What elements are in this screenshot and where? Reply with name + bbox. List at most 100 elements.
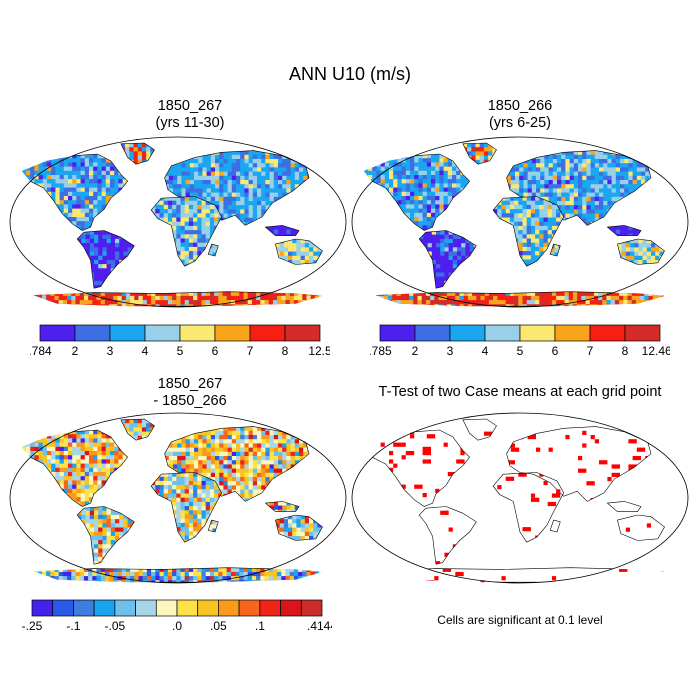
grid-cell: [219, 426, 224, 432]
grid-cell: [226, 295, 232, 301]
grid-cell: [651, 247, 656, 252]
grid-cell: [80, 200, 86, 205]
grid-cell: [551, 217, 557, 223]
grid-cell: [422, 208, 428, 214]
grid-cell: [443, 187, 449, 193]
grid-cell: [548, 180, 554, 185]
grid-cell: [526, 225, 532, 231]
grid-cell: [413, 295, 418, 301]
grid-cell: [535, 209, 540, 214]
grid-cell: [47, 446, 52, 452]
grid-cell: [526, 259, 532, 265]
grid-cell: [102, 251, 107, 257]
grid-cell: [505, 304, 511, 307]
grid-cell: [243, 295, 249, 301]
grid-cell: [89, 170, 94, 176]
grid-cell: [72, 208, 77, 214]
grid-cell: [530, 221, 536, 227]
grid-cell: [380, 166, 386, 172]
grid-cell: [442, 300, 448, 305]
grid-cell: [98, 243, 103, 248]
grid-cell: [426, 175, 432, 180]
grid-cell: [594, 163, 600, 168]
grid-cell: [181, 171, 186, 177]
grid-cell: [243, 304, 249, 307]
grid-cell: [80, 484, 86, 490]
grid-cell: [397, 154, 402, 159]
grid-cell: [303, 154, 308, 160]
grid-cell: [76, 212, 81, 218]
grid-cell: [552, 180, 558, 185]
grid-cell: [535, 251, 540, 256]
grid-cell: [42, 430, 48, 435]
grid-cell: [155, 291, 160, 297]
grid-cell: [106, 230, 112, 236]
grid-cell: [304, 239, 310, 244]
grid-cell: [193, 251, 198, 256]
grid-cell: [530, 234, 536, 239]
grid-cell: [63, 204, 69, 209]
grid-cell: [261, 192, 266, 198]
grid-cell: [552, 175, 558, 181]
grid-cell: [110, 251, 116, 257]
grid-cell: [501, 300, 507, 305]
grid-cell: [278, 159, 283, 164]
grid-cell: [84, 212, 90, 218]
grid-cell: [282, 171, 287, 177]
grid-cell: [535, 213, 540, 218]
grid-cell: [607, 163, 612, 168]
grid-cell: [539, 200, 544, 206]
grid-cell: [578, 213, 583, 219]
grid-cell: [89, 166, 94, 172]
grid-cell: [97, 480, 102, 485]
grid-cell: [314, 295, 320, 301]
grid-cell: [265, 154, 270, 160]
grid-cell: [68, 476, 73, 481]
grid-cell: [59, 455, 65, 460]
grid-cell: [475, 151, 481, 156]
grid-cell: [522, 200, 528, 206]
grid-cell: [173, 175, 178, 181]
grid-cell: [388, 304, 393, 307]
grid-cell: [410, 162, 415, 167]
grid-cell: [201, 209, 207, 214]
grid-cell: [417, 304, 423, 307]
grid-cell: [75, 304, 81, 307]
grid-cell: [180, 295, 186, 301]
grid-cell: [30, 175, 35, 180]
grid-cell: [569, 167, 575, 172]
grid-cell: [63, 208, 69, 214]
grid-cell: [97, 170, 102, 176]
grid-cell: [277, 295, 282, 301]
grid-cell: [431, 158, 436, 163]
grid-cell: [659, 251, 664, 257]
grid-cell: [578, 205, 583, 210]
grid-cell: [106, 251, 112, 257]
grid-cell: [518, 225, 523, 231]
grid-cell: [210, 188, 216, 193]
grid-cell: [414, 217, 419, 222]
grid-cell: [180, 255, 186, 260]
grid-cell: [123, 514, 128, 520]
grid-cell: [119, 238, 124, 244]
grid-cell: [222, 291, 228, 297]
grid-cell: [193, 196, 198, 202]
grid-cell: [431, 259, 437, 265]
grid-cell: [89, 208, 94, 214]
grid-cell: [243, 291, 249, 297]
grid-cell: [133, 159, 139, 165]
grid-cell: [240, 167, 245, 172]
grid-cell: [527, 180, 533, 185]
grid-cell: [296, 260, 301, 265]
grid-cell: [471, 151, 476, 156]
grid-cell: [80, 204, 86, 209]
grid-cell: [180, 217, 186, 223]
grid-cell: [594, 154, 600, 160]
grid-cell: [181, 184, 186, 189]
grid-cell: [38, 434, 44, 439]
grid-cell: [98, 280, 103, 286]
grid-cell: [447, 166, 453, 172]
grid-cell: [582, 163, 587, 168]
grid-cell: [586, 205, 591, 210]
grid-cell: [59, 175, 65, 180]
